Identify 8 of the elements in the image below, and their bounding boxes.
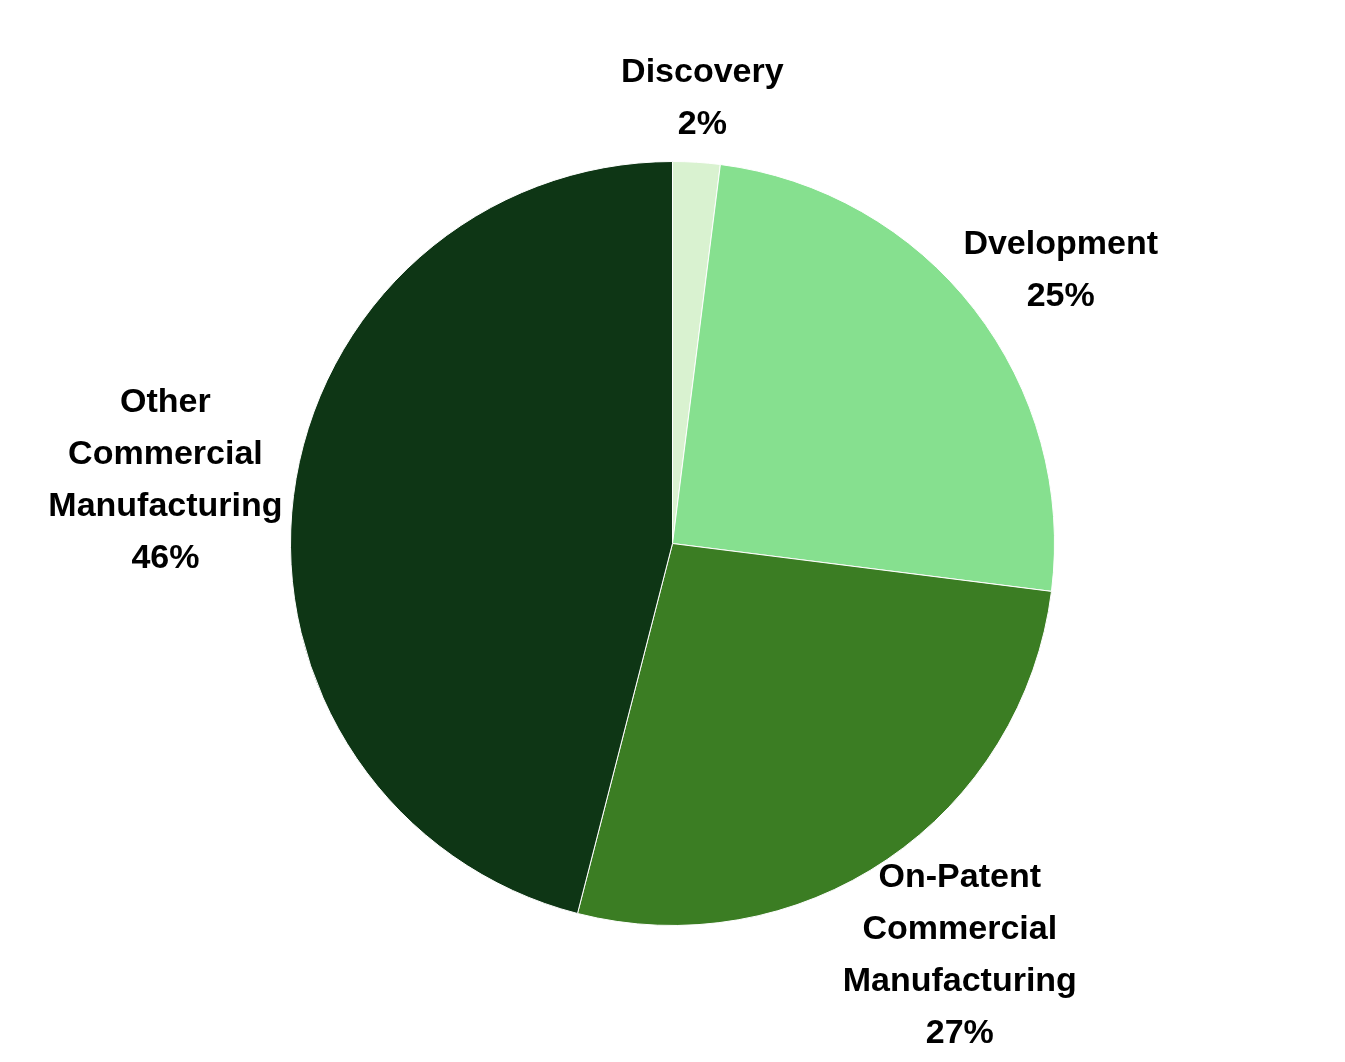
data-label: 46% xyxy=(131,537,200,576)
slice-label: On-Patent Commercial Manufacturing xyxy=(842,855,1077,998)
data-label: 25% xyxy=(1026,274,1095,313)
data-label: 27% xyxy=(925,1011,994,1050)
slice-label: Dvelopment xyxy=(963,222,1158,261)
data-label: 2% xyxy=(677,102,727,141)
slice-label: Discovery xyxy=(621,50,784,89)
slice-label: Other Commercial Manufacturing xyxy=(48,381,283,524)
